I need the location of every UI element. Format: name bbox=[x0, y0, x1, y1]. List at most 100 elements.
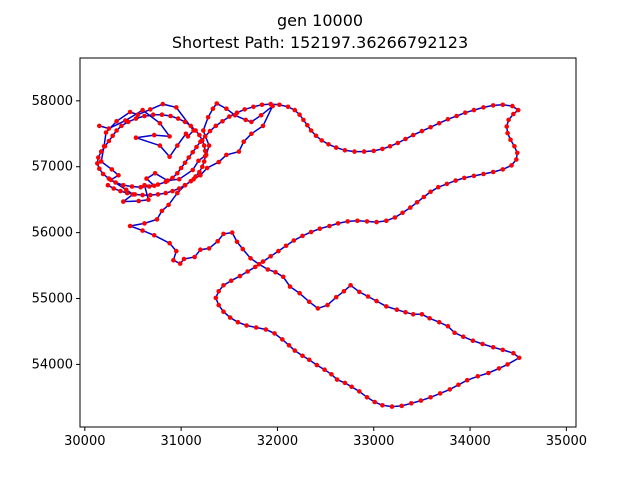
city-point bbox=[510, 103, 515, 109]
city-point bbox=[168, 113, 173, 119]
city-point bbox=[163, 190, 168, 196]
city-point bbox=[170, 175, 175, 181]
city-point bbox=[245, 269, 250, 274]
city-point bbox=[155, 182, 161, 187]
city-point bbox=[163, 179, 168, 185]
city-point bbox=[229, 230, 235, 235]
city-point bbox=[403, 310, 408, 315]
city-point bbox=[292, 348, 298, 353]
city-point bbox=[505, 362, 510, 367]
city-point bbox=[160, 101, 166, 107]
city-point bbox=[505, 130, 510, 136]
city-point bbox=[409, 401, 414, 406]
city-point bbox=[242, 107, 247, 112]
city-point bbox=[103, 130, 109, 135]
city-point bbox=[400, 210, 405, 216]
city-point bbox=[515, 150, 520, 156]
city-point bbox=[265, 267, 271, 272]
city-point bbox=[146, 197, 151, 202]
city-point bbox=[372, 399, 378, 405]
city-point bbox=[349, 384, 354, 390]
city-point bbox=[177, 261, 183, 266]
city-point bbox=[300, 353, 305, 359]
city-point bbox=[133, 135, 139, 140]
city-point bbox=[419, 128, 425, 134]
city-point bbox=[313, 133, 319, 139]
city-point bbox=[334, 377, 340, 382]
x-axis: 30000 31000 32000 33000 34000 35000 bbox=[64, 427, 587, 449]
city-point bbox=[436, 319, 442, 325]
city-point bbox=[410, 312, 416, 317]
city-point bbox=[504, 124, 510, 129]
city-point bbox=[206, 246, 212, 251]
x-tick-label: 33000 bbox=[353, 434, 394, 449]
city-point bbox=[185, 134, 191, 139]
city-point bbox=[155, 192, 161, 197]
city-point bbox=[221, 309, 226, 315]
city-point bbox=[445, 323, 451, 329]
city-point bbox=[136, 198, 141, 204]
city-point bbox=[110, 133, 115, 139]
city-point bbox=[444, 181, 450, 187]
city-point bbox=[490, 345, 496, 350]
city-point bbox=[95, 161, 100, 166]
city-point bbox=[188, 178, 194, 184]
city-point bbox=[216, 289, 221, 294]
city-point bbox=[260, 259, 266, 264]
city-point bbox=[511, 111, 516, 117]
city-point bbox=[97, 123, 102, 129]
city-point bbox=[227, 114, 232, 119]
city-point bbox=[292, 107, 298, 113]
city-point bbox=[205, 115, 211, 120]
city-point bbox=[125, 119, 131, 125]
city-point bbox=[98, 149, 104, 154]
city-points-layer bbox=[95, 101, 522, 409]
x-tick-label: 34000 bbox=[449, 434, 490, 449]
city-point bbox=[315, 306, 321, 311]
city-point bbox=[496, 366, 502, 371]
city-point bbox=[249, 119, 254, 125]
city-point bbox=[418, 398, 424, 403]
city-point bbox=[167, 240, 172, 246]
city-point bbox=[280, 274, 286, 280]
city-point bbox=[329, 372, 334, 377]
city-point bbox=[220, 119, 225, 124]
city-point bbox=[174, 105, 179, 110]
city-point bbox=[102, 144, 108, 149]
city-point bbox=[234, 239, 240, 245]
city-point bbox=[228, 278, 234, 284]
city-point bbox=[445, 117, 451, 122]
city-point bbox=[287, 284, 293, 289]
city-point bbox=[301, 117, 306, 123]
city-point bbox=[452, 330, 457, 336]
city-point bbox=[500, 167, 506, 172]
city-point bbox=[118, 188, 123, 194]
city-point bbox=[464, 377, 470, 383]
city-point bbox=[374, 219, 379, 225]
city-point bbox=[106, 138, 112, 144]
city-point bbox=[481, 171, 486, 177]
city-point bbox=[181, 256, 187, 262]
city-point bbox=[213, 123, 219, 129]
city-point bbox=[224, 152, 229, 158]
x-tick-label: 31000 bbox=[160, 434, 201, 449]
city-point bbox=[392, 215, 398, 220]
city-point bbox=[142, 113, 147, 119]
city-point bbox=[365, 294, 371, 299]
city-point bbox=[147, 184, 152, 189]
city-point bbox=[152, 171, 158, 176]
city-point bbox=[380, 146, 385, 152]
city-point bbox=[197, 132, 202, 138]
city-point bbox=[236, 149, 242, 154]
city-point bbox=[175, 190, 180, 196]
city-point bbox=[151, 233, 157, 238]
city-point bbox=[253, 264, 258, 270]
city-point bbox=[305, 122, 310, 128]
y-tick-label: 55000 bbox=[32, 292, 73, 307]
city-point bbox=[327, 223, 332, 229]
city-point bbox=[240, 246, 246, 252]
city-point bbox=[500, 102, 506, 108]
city-point bbox=[335, 221, 341, 226]
city-point bbox=[345, 219, 351, 224]
